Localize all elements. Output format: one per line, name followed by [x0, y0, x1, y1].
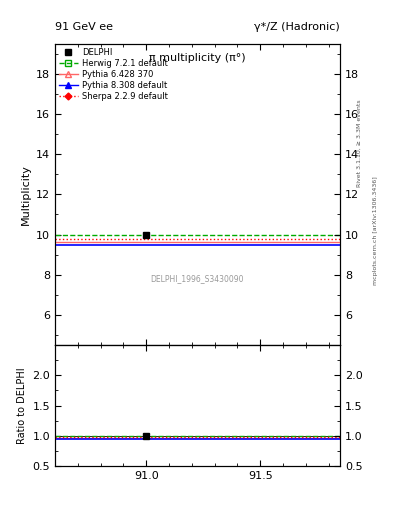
Text: γ*/Z (Hadronic): γ*/Z (Hadronic): [254, 22, 340, 32]
Text: DELPHI_1996_S3430090: DELPHI_1996_S3430090: [151, 274, 244, 283]
Text: mcplots.cern.ch [arXiv:1306.3436]: mcplots.cern.ch [arXiv:1306.3436]: [373, 176, 378, 285]
Text: 91 GeV ee: 91 GeV ee: [55, 22, 113, 32]
Legend: DELPHI, Herwig 7.2.1 default, Pythia 6.428 370, Pythia 8.308 default, Sherpa 2.2: DELPHI, Herwig 7.2.1 default, Pythia 6.4…: [57, 46, 169, 103]
Y-axis label: Multiplicity: Multiplicity: [20, 164, 31, 225]
Text: π multiplicity (π°): π multiplicity (π°): [149, 53, 246, 62]
Y-axis label: Ratio to DELPHI: Ratio to DELPHI: [17, 367, 27, 444]
Text: Rivet 3.1.10, ≥ 3.3M events: Rivet 3.1.10, ≥ 3.3M events: [357, 99, 362, 187]
